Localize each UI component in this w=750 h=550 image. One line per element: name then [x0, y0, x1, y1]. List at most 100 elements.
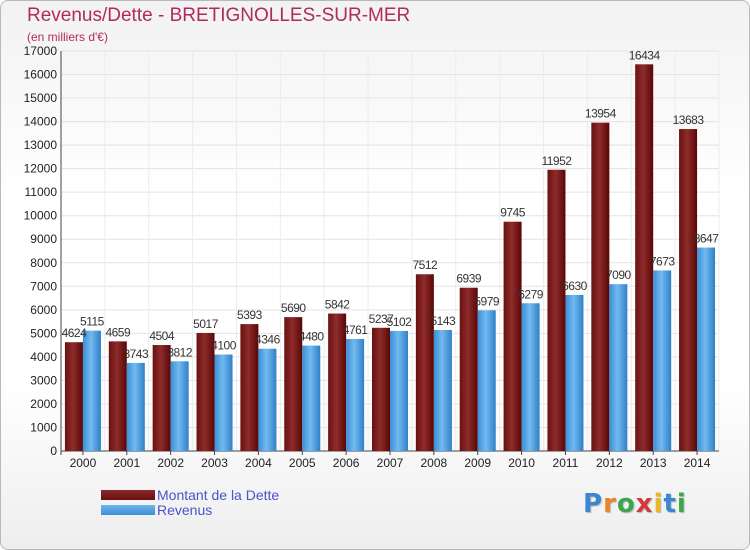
bar-revenue [214, 354, 233, 451]
logo-letter: r [603, 489, 617, 519]
data-label-revenue: 7090 [606, 268, 632, 282]
bar-debt [635, 64, 654, 452]
data-label-revenue: 5102 [387, 315, 413, 329]
x-tick-label: 2011 [553, 456, 579, 470]
y-tick-label: 2000 [30, 397, 57, 411]
bar-revenue [609, 284, 628, 451]
x-tick-label: 2002 [157, 456, 184, 470]
bar-revenue [302, 345, 321, 451]
data-label-debt: 5690 [281, 301, 307, 315]
data-label-debt: 4659 [105, 325, 131, 339]
data-label-revenue: 6279 [518, 287, 544, 301]
bar-debt [372, 327, 390, 451]
x-tick-label: 2004 [245, 456, 272, 470]
bar-revenue [390, 330, 408, 451]
bars [64, 64, 716, 452]
data-label-debt: 4504 [149, 329, 175, 343]
x-tick-label: 2003 [201, 456, 228, 470]
y-tick-label: 1000 [30, 420, 57, 434]
chart-title: Revenus/Dette - BRETIGNOLLES-SUR-MER [27, 5, 411, 26]
legend-label-debt: Montant de la Dette [157, 487, 280, 503]
x-tick-label: 2013 [640, 456, 667, 470]
legend-swatch-revenue [101, 505, 155, 515]
bar-revenue [521, 303, 540, 451]
data-label-revenue: 3812 [167, 345, 193, 359]
y-tick-label: 7000 [30, 279, 57, 293]
bar-debt [328, 313, 347, 451]
data-label-debt: 9745 [500, 206, 526, 220]
x-tick-label: 2005 [289, 456, 316, 470]
bar-revenue [565, 295, 584, 451]
data-label-revenue: 4480 [299, 330, 325, 344]
x-tick-label: 2006 [333, 456, 360, 470]
bar-debt [64, 342, 83, 451]
bar-revenue [126, 362, 145, 451]
legend-swatch-debt [101, 490, 155, 500]
y-tick-label: 14000 [24, 115, 58, 129]
x-tick-label: 2000 [70, 456, 97, 470]
data-label-revenue: 5115 [80, 315, 105, 329]
logo-letter: i [653, 489, 664, 519]
y-tick-label: 0 [50, 444, 57, 458]
x-tick-label: 2012 [596, 456, 623, 470]
bar-revenue [477, 310, 496, 451]
data-label-debt: 5237 [369, 312, 395, 326]
data-label-revenue: 6630 [562, 279, 588, 293]
bar-revenue [653, 270, 672, 451]
bar-debt [547, 169, 566, 451]
bar-debt [284, 317, 303, 451]
data-label-revenue: 8647 [694, 232, 720, 246]
bar-debt [459, 287, 478, 451]
x-tick-label: 2007 [377, 456, 404, 470]
data-label-debt: 13954 [585, 107, 617, 121]
data-label-revenue: 4761 [343, 323, 369, 337]
data-label-revenue: 5143 [431, 314, 457, 328]
data-label-revenue: 4100 [211, 339, 237, 353]
bar-debt [591, 122, 610, 451]
logo-letter: P [583, 489, 604, 519]
data-label-debt: 13683 [673, 113, 705, 127]
bar-revenue [170, 361, 189, 451]
data-label-debt: 5842 [325, 298, 351, 312]
bar-debt [503, 221, 522, 451]
bar-debt [196, 332, 215, 451]
y-tick-label: 3000 [30, 373, 57, 387]
bar-debt [240, 324, 259, 451]
proxiti-logo: Proxiti [583, 489, 687, 519]
logo-letter: i [676, 489, 687, 519]
data-label-revenue: 7673 [650, 254, 676, 268]
data-label-revenue: 4346 [255, 333, 281, 347]
y-tick-label: 6000 [30, 303, 57, 317]
bar-revenue [697, 247, 716, 451]
data-label-revenue: 3743 [123, 347, 149, 361]
bar-revenue [82, 330, 101, 451]
bar-debt [152, 345, 171, 451]
axes: 0 1000 2000 3000 4000 5000 6000 7000 8000 9000 100… [24, 44, 719, 470]
data-label-debt: 11952 [541, 154, 572, 168]
x-tick-label: 2010 [508, 456, 535, 470]
logo-letter: t [663, 489, 677, 519]
legend-label-revenue: Revenus [157, 502, 213, 518]
data-label-debt: 7512 [413, 258, 439, 272]
bar-revenue [433, 329, 452, 451]
logo-letter: o [616, 489, 636, 519]
data-labels: 4624 4659 4504 5017 5393 5690 5842 5237 7512 6939… [62, 48, 720, 361]
data-label-debt: 5393 [237, 308, 263, 322]
y-tick-label: 11000 [25, 185, 58, 199]
bar-debt [679, 129, 698, 451]
bar-debt [108, 341, 127, 451]
y-tick-label: 17000 [24, 44, 58, 58]
data-label-debt: 5017 [193, 317, 219, 331]
x-tick-label: 2014 [684, 456, 711, 470]
y-tick-label: 15000 [24, 91, 58, 105]
x-tick-label: 2008 [421, 456, 448, 470]
x-tick-label: 2001 [113, 456, 140, 470]
data-label-debt: 16434 [629, 48, 661, 62]
y-tick-label: 8000 [30, 256, 57, 270]
bar-debt [415, 274, 434, 451]
y-tick-label: 16000 [24, 68, 58, 82]
y-tick-label: 9000 [30, 232, 57, 246]
bar-revenue [346, 338, 365, 451]
